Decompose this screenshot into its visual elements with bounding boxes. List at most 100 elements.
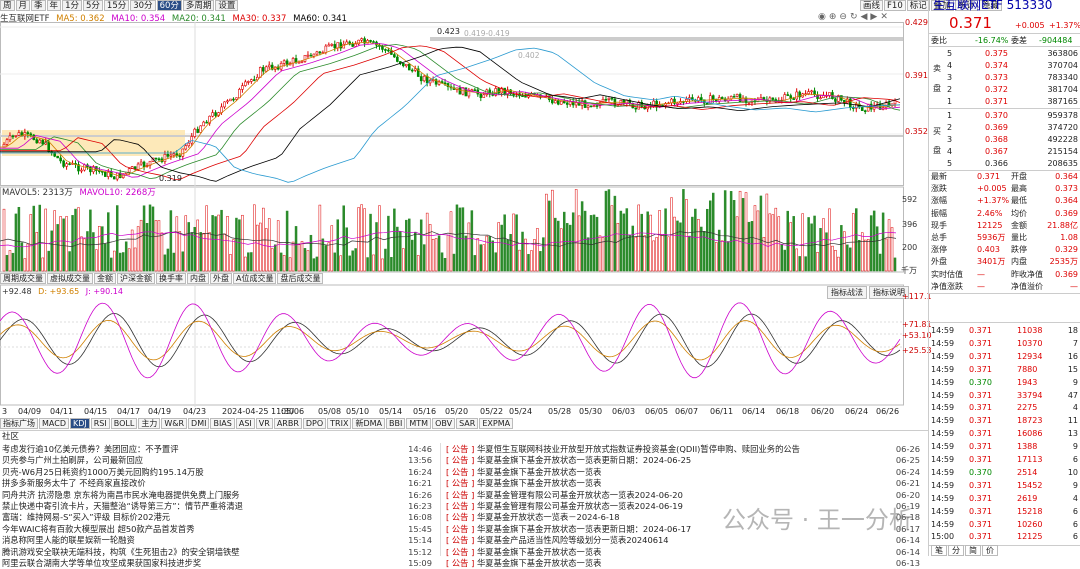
zoom-in-icon[interactable]: ⊕ [828,12,837,22]
news-item[interactable]: 拼多多新服务太牛了 不经商家直接改价 16:21 [2,478,434,489]
news-item[interactable]: 禁止快递中寄引流卡片，天猫整治“诱导第三方”：情节严重将清退 16:23 [2,501,434,512]
news-title[interactable]: 同舟共济 抗涝隐患 京东将为南昌市民水淹电器提供免费上门服务 [2,489,240,500]
period-tab[interactable]: 月 [15,0,31,11]
news-item[interactable]: 富瑞：维持网易-S“买入”评级 目标价202港元 16:08 [2,512,434,523]
period-tab[interactable]: 周 [0,0,15,11]
window-tab[interactable]: 统计 [954,0,978,11]
panel-tab[interactable]: 简 [965,545,981,556]
announcement-item[interactable]: [ 公告 ] 华夏基金产品适当性风险等级划分一览表20240614 06-14 [446,535,922,546]
news-title[interactable]: 贝壳参与广州土拍刷屏，公司最新回应 [2,455,144,466]
indicator-tab[interactable]: EXPMA [479,418,514,429]
indicator-tab[interactable]: RSI [90,418,110,429]
news-item[interactable]: 今年WAIC将有百款大模型展出 超50款产品首发首秀 15:45 [2,524,434,535]
zoom-out-icon[interactable]: ⊖ [839,12,847,22]
indicator-tab[interactable]: DMI [188,418,210,429]
announcement-title[interactable]: 华夏基金产品适当性风险等级划分一览表20240614 [476,535,669,546]
volume-tab[interactable]: 沪深金额 [117,273,155,284]
period-tab[interactable]: 设置 [215,0,239,11]
announcement-title[interactable]: 华夏基金旗下基金开放状态一览表 [476,466,602,477]
indicator-tab[interactable]: BIAS [210,418,235,429]
announcement-item[interactable]: [ 公告 ] 华夏基金旗下基金开放状态一览表更新日期：2024-06-25 06-… [446,455,922,466]
volume-tab[interactable]: 金额 [94,273,116,284]
period-tab[interactable]: 5分 [82,0,103,11]
volume-tab[interactable]: A位成交量 [233,273,277,284]
announcement-title[interactable]: 华夏基金旗下基金开放状态一览表更新日期：2024-06-25 [476,455,692,466]
indicator-tab[interactable]: BOLL [110,418,138,429]
news-title[interactable]: 禁止快递中寄引流卡片，天猫整治“诱导第三方”：情节严重将清退 [2,500,243,511]
announcement-title[interactable]: 华夏基金开放状态一览表－2024-6-18 [476,512,620,523]
indicator-tab[interactable]: ASI [235,418,255,429]
period-tab[interactable]: 1分 [62,0,82,11]
kline-chart[interactable] [0,22,928,407]
news-title[interactable]: 贝壳-W6月25日耗资约1000万美元回购约195.14万股 [2,466,204,477]
announcement-title[interactable]: 华夏基金旗下基金开放状态一览表 [476,478,602,489]
announcement-item[interactable]: [ 公告 ] 华夏基金开放状态一览表－2024-6-18 06-18 [446,512,922,523]
indicator-tab[interactable]: MACD [39,418,69,429]
news-item[interactable]: 贝壳参与广州土拍刷屏，公司最新回应 13:56 [2,455,434,466]
volume-tab[interactable]: 虚拟成交量 [47,273,93,284]
indicator-tab[interactable]: ARBR [273,418,302,429]
news-item[interactable]: 贝壳-W6月25日耗资约1000万美元回购约195.14万股 16:24 [2,467,434,478]
eye-icon[interactable]: ◉ [818,12,826,22]
indicator-tab[interactable]: 主力 [138,418,161,429]
news-title[interactable]: 阿里云联合湖南大学等单位攻坚成果获国家科技进步奖 [2,557,202,568]
news-title[interactable]: 考虑发行逾10亿美元债券？美团回应：不予置评 [2,444,179,454]
announcement-title[interactable]: 华夏基金管理有限公司基金开放状态一览表2024-06-19 [476,500,683,511]
volume-tab[interactable]: 内盘 [187,273,209,284]
volume-tab[interactable]: 周期成交量 [0,273,46,284]
announcement-item[interactable]: [ 公告 ] 华夏恒生互联网科技业开放型开放式指数证券投资基金(QDII)暂停申… [446,444,922,455]
close-icon[interactable]: ✕ [880,12,888,22]
window-tab[interactable]: 隐藏 [978,0,1002,11]
indicator-tab[interactable]: VR [255,418,273,429]
announcement-title[interactable]: 华夏基金旗下基金开放状态一览表 [476,546,602,557]
panel-tab[interactable]: 分 [948,545,964,556]
indicator-tab[interactable]: SAR [456,418,479,429]
announcement-item[interactable]: [ 公告 ] 华夏基金旗下基金开放状态一览表 06-13 [446,558,922,569]
news-title[interactable]: 消息称阿里人能的联星娱新一轮融资 [2,535,135,546]
period-tab[interactable]: 年 [46,0,62,11]
indicator-help-button[interactable]: 指标说明 [869,286,909,299]
window-tab[interactable]: 叠加 [930,0,954,11]
indicator-tab[interactable]: TRIX [327,418,352,429]
announcement-item[interactable]: [ 公告 ] 华夏基金旗下基金开放状态一览表 06-21 [446,478,922,489]
period-tab[interactable]: 60分 [156,0,182,11]
window-tab[interactable]: F10 [884,0,906,11]
news-item[interactable]: 阿里云联合湖南大学等单位攻坚成果获国家科技进步奖 15:09 [2,558,434,569]
news-title[interactable]: 拼多多新服务太牛了 不经商家直接改价 [2,478,146,489]
announcement-title[interactable]: 华夏恒生互联网科技业开放型开放式指数证券投资基金(QDII)暂停申购、赎回业务的… [476,444,800,454]
panel-tab[interactable]: 价 [982,545,998,556]
volume-tab[interactable]: 换手率 [156,273,186,284]
announcement-item[interactable]: [ 公告 ] 华夏基金旗下基金开放状态一览表更新日期：2024-06-17 06-… [446,524,922,535]
announcement-title[interactable]: 华夏基金旗下基金开放状态一览表更新日期：2024-06-17 [476,523,692,534]
period-tab[interactable]: 30分 [130,0,156,11]
announcement-title[interactable]: 华夏基金管理有限公司基金开放状态一览表2024-06-20 [476,489,683,500]
indicator-tab[interactable]: BBI [386,418,406,429]
news-item[interactable]: 消息称阿里人能的联星娱新一轮融资 15:14 [2,535,434,546]
announcement-item[interactable]: [ 公告 ] 华夏基金管理有限公司基金开放状态一览表2024-06-19 06-1… [446,501,922,512]
period-tab[interactable]: 15分 [103,0,130,11]
indicator-tab[interactable]: KDJ [69,418,90,429]
announcement-item[interactable]: [ 公告 ] 华夏基金旗下基金开放状态一览表 06-14 [446,547,922,558]
refresh-icon[interactable]: ↻ [849,12,858,22]
announcement-item[interactable]: [ 公告 ] 华夏基金旗下基金开放状态一览表 06-24 [446,467,922,478]
right-icon[interactable]: ▶ [870,12,878,22]
window-tab[interactable]: 画线 [860,0,884,11]
volume-tab[interactable]: 外盘 [210,273,232,284]
volume-tab[interactable]: 盘后成交量 [277,273,324,284]
indicator-tab[interactable]: 指标广场 [0,418,38,429]
left-icon[interactable]: ◀ [860,12,868,22]
indicator-strategy-button[interactable]: 指标战法 [827,286,867,299]
news-item[interactable]: 同舟共济 抗涝隐患 京东将为南昌市民水淹电器提供免费上门服务 16:26 [2,490,434,501]
indicator-tab[interactable]: OBV [432,418,456,429]
news-item[interactable]: 腾讯游戏安全联袂无端科技，构筑《生死狙击2》的安全铜墙铁壁 15:12 [2,547,434,558]
news-title[interactable]: 今年WAIC将有百款大模型展出 超50款产品首发首秀 [2,523,195,534]
period-tab[interactable]: 季 [31,0,46,11]
news-title[interactable]: 腾讯游戏安全联袂无端科技，构筑《生死狙击2》的安全铜墙铁壁 [2,546,240,557]
window-tab[interactable]: 标记 [906,0,930,11]
indicator-tab[interactable]: MTM [406,418,432,429]
announcement-title[interactable]: 华夏基金旗下基金开放状态一览表 [476,557,602,568]
panel-tab[interactable]: 笔 [931,545,947,556]
indicator-tab[interactable]: DPO [302,418,327,429]
news-title[interactable]: 富瑞：维持网易-S“买入”评级 目标价202港元 [2,512,171,523]
news-item[interactable]: 考虑发行逾10亿美元债券？美团回应：不予置评 14:46 [2,444,434,455]
